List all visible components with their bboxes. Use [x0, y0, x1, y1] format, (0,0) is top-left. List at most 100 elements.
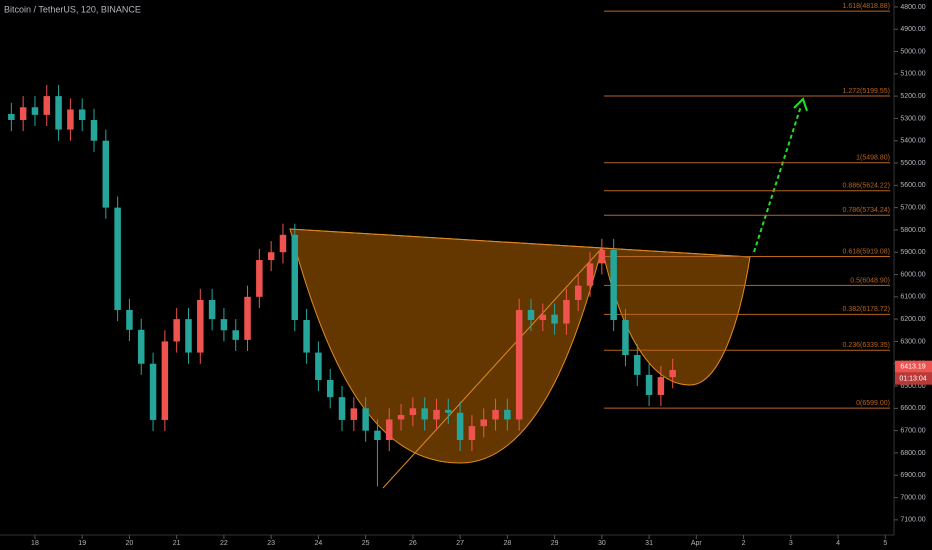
candle-body: [409, 408, 417, 416]
countdown-tag: [895, 372, 932, 385]
candle-body: [586, 263, 594, 286]
y-tick-label: 6900.00: [900, 472, 925, 479]
x-tick-label: 28: [503, 540, 511, 547]
candle-body: [504, 409, 511, 420]
countdown-label: 01:13:04: [899, 376, 926, 383]
x-tick-label: Apr: [691, 540, 703, 547]
candle-body: [326, 380, 334, 398]
y-tick-label: 7000.00: [900, 494, 925, 501]
y-tick-label: 5200.00: [900, 93, 925, 100]
candle-body: [67, 109, 74, 130]
x-tick-label: 20: [126, 540, 134, 547]
candle-body: [43, 96, 51, 115]
candle-body: [645, 374, 653, 395]
y-tick-label: 5700.00: [900, 204, 925, 211]
candle-body: [78, 109, 86, 120]
x-tick-label: 3: [789, 540, 793, 547]
y-tick-label: 5900.00: [900, 249, 925, 256]
candle-body: [291, 234, 299, 321]
last-price-tag: [895, 360, 932, 373]
last-price-label: 6413.19: [900, 364, 925, 371]
target-arrow: [753, 105, 802, 253]
handle-shape: [601, 247, 751, 386]
x-tick-label: 21: [173, 540, 181, 547]
candle-body: [185, 319, 192, 353]
y-tick-label: 6100.00: [900, 294, 925, 301]
x-tick-label: 30: [598, 540, 606, 547]
candle-body: [598, 249, 606, 264]
candle-body: [456, 412, 464, 440]
fib-label: 0.236(6339.35): [843, 342, 890, 349]
y-tick-label: 6600.00: [900, 405, 925, 412]
x-tick-label: 19: [78, 540, 86, 547]
candle-body: [267, 252, 275, 261]
candle-body: [338, 397, 346, 420]
y-tick-label: 5100.00: [900, 71, 925, 78]
candle-body: [374, 430, 381, 440]
fib-label: 1.272(5199.55): [843, 88, 890, 95]
candle-body: [397, 415, 405, 420]
candle-body: [634, 355, 641, 375]
fib-label: 0.5(6048.90): [850, 277, 890, 284]
candle-body: [161, 341, 169, 420]
fib-label: 1.618(4818.88): [843, 3, 890, 10]
candle-body: [362, 408, 369, 431]
candle-body: [527, 309, 535, 321]
y-tick-label: 5500.00: [900, 160, 925, 167]
x-tick-label: 29: [551, 540, 559, 547]
y-tick-label: 6300.00: [900, 338, 925, 345]
candle-body: [90, 119, 98, 141]
y-tick-label: 5800.00: [900, 227, 925, 234]
candle-body: [149, 363, 157, 420]
y-tick-label: 7100.00: [900, 517, 925, 524]
candle-body: [492, 409, 499, 420]
candle-body: [315, 352, 322, 381]
x-tick-label: 26: [409, 540, 417, 547]
candle-body: [421, 408, 428, 420]
candle-body: [244, 296, 251, 340]
candle-body: [574, 285, 582, 300]
y-tick-label: 4800.00: [900, 4, 925, 11]
fib-label: 0(6599.00): [856, 400, 890, 407]
candle-body: [197, 299, 204, 353]
candle-body: [303, 320, 310, 353]
fib-label: 1(5498.80): [856, 155, 890, 162]
candle-body: [102, 140, 110, 208]
x-tick-label: 23: [267, 540, 275, 547]
y-tick-label: 6000.00: [900, 271, 925, 278]
candle-body: [515, 309, 523, 420]
candle-body: [173, 319, 180, 342]
candle-body: [8, 113, 15, 120]
y-tick-label: 6500.00: [900, 383, 925, 390]
candle-body: [256, 260, 263, 297]
x-tick-label: 31: [645, 540, 653, 547]
x-tick-label: 18: [31, 540, 39, 547]
candle-body: [350, 408, 358, 420]
candle-body: [19, 107, 27, 120]
y-tick-label: 6800.00: [900, 450, 925, 457]
x-tick-label: 25: [362, 540, 370, 547]
candle-body: [208, 299, 216, 320]
candle-body: [386, 419, 393, 440]
drawings: [289, 97, 808, 489]
x-tick-label: 24: [314, 540, 322, 547]
candle-body: [232, 330, 239, 340]
fib-label: 0.618(5919.08): [843, 248, 890, 255]
candle-body: [610, 249, 617, 321]
candle-body: [55, 96, 62, 130]
candle-body: [468, 426, 476, 440]
cup-shape: [289, 228, 603, 464]
candle-body: [657, 377, 665, 395]
y-tick-label: 6700.00: [900, 427, 925, 434]
candle-body: [126, 309, 133, 330]
candle-body: [433, 409, 440, 420]
chart-title: Bitcoin / TetherUS, 120, BINANCE: [4, 4, 141, 14]
y-tick-label: 6200.00: [900, 316, 925, 323]
candle-body: [279, 234, 287, 253]
trend-line: [382, 247, 603, 489]
candle-body: [137, 329, 145, 364]
candle-body: [669, 369, 676, 378]
x-tick-label: 4: [836, 540, 840, 547]
